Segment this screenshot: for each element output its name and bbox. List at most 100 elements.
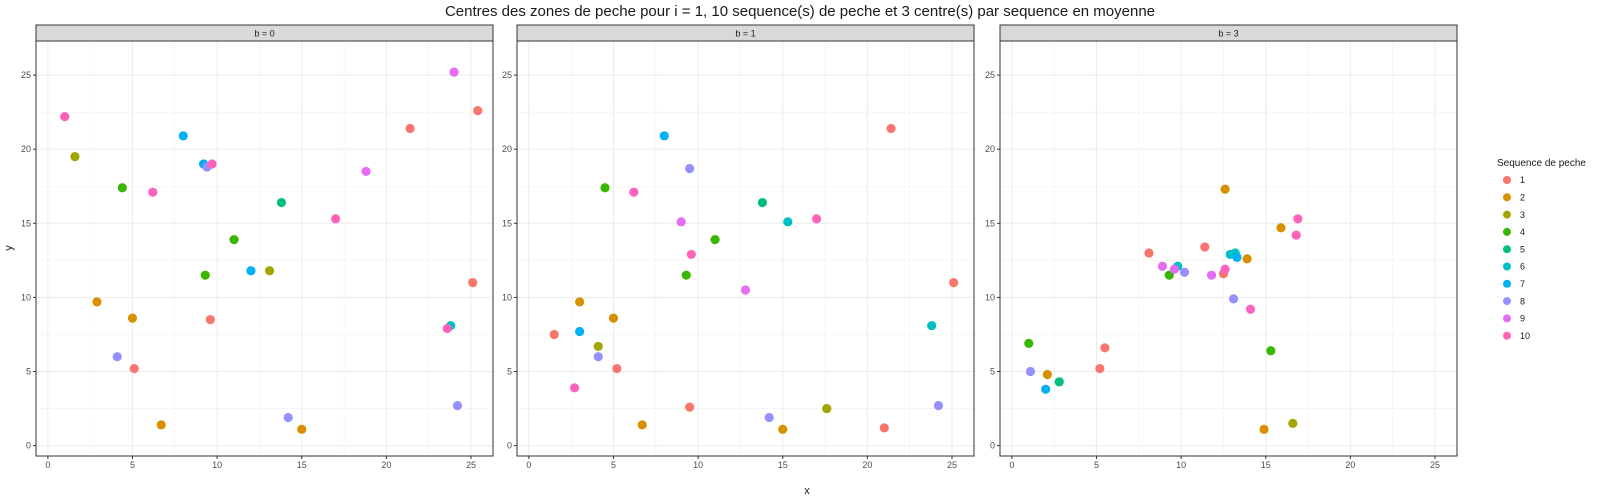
data-point	[676, 217, 686, 227]
legend-key	[1503, 193, 1511, 202]
x-tick-label: 20	[862, 460, 872, 470]
legend-label: 2	[1520, 193, 1525, 203]
data-point	[686, 249, 696, 260]
data-point	[593, 352, 603, 362]
legend-label: 10	[1520, 331, 1530, 341]
data-point	[1042, 369, 1052, 380]
y-axis-label: y	[3, 245, 15, 251]
data-point	[575, 326, 585, 337]
legend-item: 2	[1503, 193, 1525, 203]
data-point	[449, 67, 459, 77]
legend-label: 9	[1520, 314, 1525, 324]
legend-label: 6	[1520, 262, 1525, 272]
y-tick-label: 25	[502, 70, 512, 80]
y-tick-label: 10	[502, 292, 512, 302]
legend-key	[1503, 297, 1511, 306]
y-tick-label: 25	[985, 70, 995, 80]
data-point	[1157, 261, 1168, 271]
legend-key	[1503, 210, 1511, 219]
data-point	[575, 297, 585, 307]
x-tick-label: 15	[1261, 460, 1271, 470]
data-point	[1259, 424, 1269, 434]
data-point	[1179, 267, 1190, 277]
data-point	[1232, 252, 1242, 262]
data-point	[879, 423, 889, 433]
chart-title: Centres des zones de peche pour i = 1, 1…	[445, 3, 1155, 20]
y-tick-label: 10	[21, 292, 31, 302]
data-point	[92, 297, 102, 307]
data-point	[283, 412, 293, 423]
panel-border	[516, 40, 975, 457]
data-point	[764, 412, 774, 423]
data-point	[1144, 248, 1154, 258]
data-point	[637, 420, 647, 430]
y-tick-label: 15	[21, 218, 31, 228]
data-point	[593, 341, 603, 351]
data-point	[468, 277, 478, 288]
legend-label: 4	[1520, 227, 1525, 237]
x-tick-label: 10	[1176, 460, 1186, 470]
facet-panel: b = 3 0 5 10 15 20 25 0 5 10 15 20 25	[985, 24, 1458, 470]
y-tick-label: 25	[21, 70, 31, 80]
data-point	[1220, 264, 1230, 274]
x-tick-label: 10	[693, 460, 703, 470]
y-tick-label: 20	[985, 144, 995, 154]
x-tick-label: 15	[297, 460, 307, 470]
legend-item: 8	[1503, 296, 1525, 306]
data-point	[549, 329, 559, 340]
legend-label: 1	[1520, 175, 1525, 185]
legend-label: 5	[1520, 244, 1525, 254]
legend-key	[1503, 245, 1511, 254]
legend-key	[1503, 331, 1511, 340]
legend-item: 4	[1503, 227, 1525, 237]
data-point	[127, 313, 138, 323]
legend-title: Sequence de peche	[1497, 158, 1586, 169]
facet-strip-label: b = 3	[1218, 29, 1238, 39]
data-point	[1242, 254, 1252, 264]
data-point	[600, 183, 610, 193]
legend-key	[1503, 176, 1511, 184]
data-point	[1054, 377, 1064, 387]
y-tick-label: 10	[985, 292, 995, 302]
data-point	[200, 270, 210, 280]
data-point	[1245, 304, 1256, 314]
data-point	[569, 383, 580, 393]
x-tick-label: 25	[947, 460, 957, 470]
legend-key	[1503, 227, 1511, 236]
y-tick-label: 20	[21, 144, 31, 154]
x-tick-label: 0	[1009, 460, 1014, 470]
panel-background	[36, 41, 493, 456]
data-point	[246, 266, 256, 276]
data-point	[452, 401, 463, 411]
data-point	[778, 424, 788, 434]
panel-border	[999, 40, 1458, 457]
y-tick-label: 0	[990, 441, 995, 451]
data-point	[148, 187, 158, 197]
data-point	[60, 111, 70, 122]
y-tick-label: 0	[507, 441, 512, 451]
y-tick-label: 0	[26, 441, 31, 451]
data-point	[629, 187, 639, 197]
y-tick-label: 5	[507, 367, 512, 377]
data-point	[1169, 264, 1179, 274]
x-tick-label: 25	[466, 460, 476, 470]
legend-key	[1503, 314, 1511, 323]
data-point	[1276, 223, 1286, 233]
data-point	[1200, 242, 1210, 252]
x-tick-label: 5	[130, 460, 135, 470]
data-point	[1024, 338, 1034, 348]
y-tick-label: 15	[502, 218, 512, 228]
data-point	[1291, 230, 1301, 240]
data-point	[681, 270, 691, 280]
data-point	[112, 352, 122, 362]
data-point	[1228, 294, 1239, 304]
legend-item: 10	[1503, 331, 1530, 341]
data-point	[685, 402, 695, 412]
data-point	[757, 197, 768, 208]
y-tick-label: 20	[502, 144, 512, 154]
legend-item: 5	[1503, 244, 1525, 254]
data-point	[1206, 270, 1217, 280]
x-tick-label: 5	[611, 460, 616, 470]
data-point	[1293, 214, 1303, 224]
legend-label: 3	[1520, 210, 1525, 220]
